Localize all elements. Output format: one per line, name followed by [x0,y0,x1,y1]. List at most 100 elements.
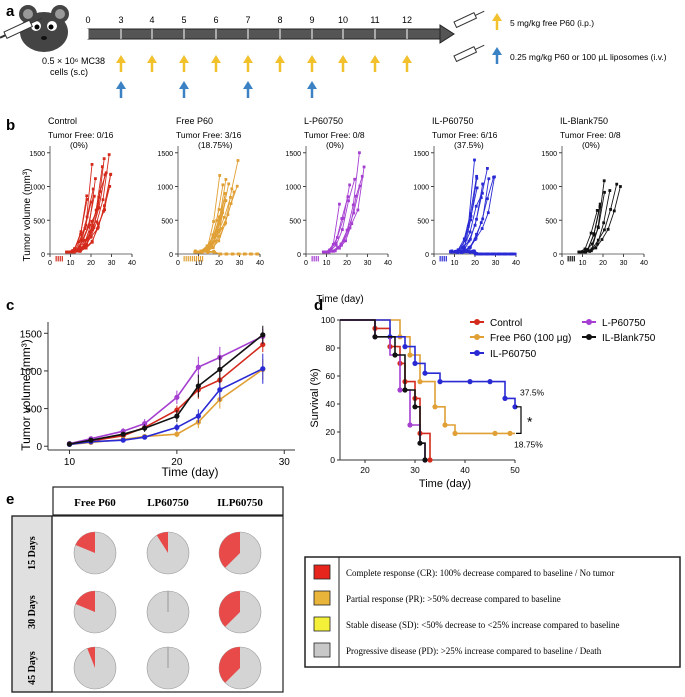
panel-b-xtick-label: 20 [215,260,223,267]
panel-c-point [195,413,201,419]
panel-b-point [474,252,478,256]
panel-b-ytick-label: 1500 [29,151,45,158]
panel-d-point [412,360,418,366]
panel-b-group-title: IL-P60750 [432,116,474,126]
panel-e-row-header: 45 Days [27,651,38,685]
panel-b-series-line [323,179,356,253]
panel-b-point [220,227,224,230]
panel-c-series-line [69,367,264,446]
panel-b-point [468,237,472,241]
panel-b-ytick-label: 1000 [157,185,173,192]
panel-d-point [512,404,518,410]
panel-b-point [347,199,350,203]
panel-b-ytick-label: 1500 [285,151,301,158]
panel-b-point [85,194,89,198]
panel-e-pie-slice-cr [219,532,240,568]
panel-c-series-line [69,335,264,445]
panel-b-xtick-label: 30 [620,260,628,267]
panel-d-point [427,457,433,463]
panel-b-ytick-label: 1000 [29,185,45,192]
panel-b-point [348,183,352,187]
panel-d-xlabel: Time (day) [419,478,471,490]
panel-b-point [103,173,107,177]
panel-b-point [602,179,606,183]
panel-b-point [619,185,622,188]
panel-b-point [606,227,610,231]
panel-b-point [340,228,344,232]
panel-b-ytick-label: 1500 [413,151,429,158]
panel-b-point [457,248,461,252]
panel-b-point [236,159,240,162]
response-legend-swatch [313,642,331,658]
response-legend-swatch [313,590,331,606]
panel-d-point [372,334,378,340]
panel-c-ylabel: Tumor volume (mm³) [19,339,33,451]
panel-b-point [356,208,360,212]
panel-e-column-header: ILP60750 [217,497,263,509]
panel-b-point [218,217,222,221]
panel-d-point [452,430,458,436]
panel-b-point [256,252,260,256]
panel-b-point [97,195,101,199]
panel-b-point [214,239,217,243]
panel-d-point [507,430,513,436]
panel-e-column-header: Free P60 [74,497,116,509]
panel-b-ytick-label: 0 [425,252,429,259]
panel-b-point [77,240,81,244]
panel-b-ytick-label: 500 [289,218,301,225]
panel-b-point [588,250,592,253]
panel-b-point [232,190,236,194]
panel-b-xtick-label: 20 [471,260,479,267]
panel-e-header-box [52,486,284,516]
panel-b-tumor-free: Tumor Free: 0/8 [560,130,621,140]
panel-b-point [603,228,606,232]
panel-b-point [90,163,94,166]
panel-b-point [334,241,338,245]
panel-c-point [120,431,126,437]
panel-b-point [91,228,95,231]
panel-b-point [109,172,113,176]
panel-c-point [66,441,73,447]
panel-c-xlabel: Time (day) [162,465,219,479]
panel-b-point [468,230,472,234]
panel-b-point [97,206,101,210]
panel-d-legend-label: L-P60750 [602,318,646,329]
panel-b-xtick-label: 30 [492,260,500,267]
panel-b-point [90,240,94,244]
panel-b-point [351,203,355,207]
panel-b-point [344,239,348,243]
panel-c-point [195,383,201,389]
panel-d-point [417,379,423,385]
panel-b-point [469,214,473,218]
panel-c-point [120,437,126,443]
panel-b-xtick-label: 20 [343,260,351,267]
panel-b-xtick-label: 0 [432,260,436,267]
panel-b-point [462,248,466,252]
timeline-day-label: 3 [118,15,123,25]
timeline-day-label: 10 [338,15,348,25]
timeline-day-label: 12 [402,15,412,25]
panel-c-point [217,366,223,373]
panel-b-ytick-label: 500 [33,218,45,225]
panel-b-point [463,246,466,250]
panel-b-point [497,252,501,256]
panel-b-point [486,197,489,201]
panel-d-legend-label: Free P60 (100 μg) [490,333,571,344]
panel-e-pie-slice-cr [219,591,240,627]
panel-b-xtick-label: 0 [48,260,52,267]
panel-b-point [223,192,227,196]
panel-b-point [468,246,472,250]
panel-b-point [473,158,476,162]
panel-b-tumor-free: Tumor Free: 3/16 [176,130,242,140]
panel-b-point [456,250,459,254]
legend-text: 5 mg/kg free P60 (i.p.) [510,18,594,28]
response-legend-box [304,556,681,668]
panel-b-point [589,231,593,235]
panel-b-xtick-label: 10 [579,260,587,267]
panel-d-ytick-label: 100 [321,315,335,325]
panel-b-point [353,177,357,181]
panel-b-xtick-label: 40 [256,260,264,267]
panel-b-point [491,252,495,256]
panel-b-point [358,151,361,155]
